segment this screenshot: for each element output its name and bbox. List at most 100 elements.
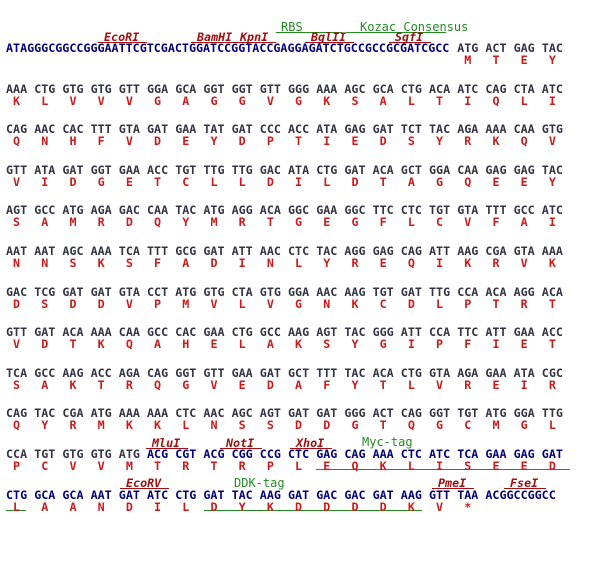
site-rule xyxy=(432,488,475,489)
site-rule xyxy=(504,488,547,489)
codon: GAT xyxy=(34,325,56,340)
amino-acid: T xyxy=(379,377,387,392)
codon: GAT xyxy=(288,487,310,502)
codon: GAG xyxy=(485,162,507,177)
codon: GCA xyxy=(34,487,56,502)
codon: CTC xyxy=(400,447,422,461)
codon: CCA xyxy=(6,447,28,461)
amino-acid: S xyxy=(13,215,21,230)
amino-acid: E xyxy=(520,459,528,473)
amino-acid: R xyxy=(351,256,359,270)
codon: GCC xyxy=(34,365,56,380)
amino-acid: N xyxy=(41,134,49,149)
codon: ACC xyxy=(288,122,310,137)
codon: GTT xyxy=(203,365,225,380)
codon: TCA xyxy=(457,447,479,461)
codon: GAC xyxy=(6,284,28,299)
codon: CTG xyxy=(400,81,422,96)
codon: CTC xyxy=(175,406,197,421)
amino-acid: C xyxy=(379,296,387,311)
amino-acid: D xyxy=(323,418,331,433)
codon: GAG xyxy=(316,447,338,461)
codon: GGC xyxy=(288,203,310,218)
amino-acid: R xyxy=(492,256,500,270)
amino-acid: V xyxy=(436,499,444,514)
codon: GGT xyxy=(231,81,253,96)
amino-acid: D xyxy=(125,215,133,230)
codon: TAC xyxy=(231,487,253,502)
codon: AGG xyxy=(513,284,535,299)
codon: TGT xyxy=(372,284,394,299)
amino-acid: D xyxy=(69,174,77,189)
amino-acid: Y xyxy=(436,134,444,149)
amino-acid: T xyxy=(492,53,500,67)
codon: CTG xyxy=(400,365,422,380)
amino-acid: I xyxy=(548,215,556,230)
amino-acid: G xyxy=(295,296,303,311)
codon: TGT xyxy=(429,203,451,218)
feature-label: Myc-tag xyxy=(362,435,413,449)
codon: CTC xyxy=(288,244,310,258)
codon: AAA xyxy=(118,406,140,421)
amino-acid: S xyxy=(266,418,274,433)
amino-acid: D xyxy=(210,499,218,514)
codon: CCT xyxy=(147,284,169,299)
amino-acid: E xyxy=(323,459,331,473)
amino-acid: R xyxy=(182,459,190,473)
restriction-site: BamHI xyxy=(197,30,233,44)
amino-acid: E xyxy=(182,134,190,149)
codon: GCA xyxy=(175,81,197,96)
amino-acid: L xyxy=(210,174,218,189)
restriction-site: PmeI xyxy=(438,476,467,490)
codon: ATC xyxy=(457,81,479,96)
codon: CGA xyxy=(62,406,84,421)
codon: AGT xyxy=(259,406,281,421)
amino-acid: L xyxy=(436,296,444,311)
codon: GGA xyxy=(147,81,169,96)
amino-acid: V xyxy=(69,459,77,473)
amino-acid: V xyxy=(13,174,21,189)
codon: ATA xyxy=(316,122,338,137)
amino-acid: F xyxy=(154,256,162,270)
codon: TAC xyxy=(541,162,563,177)
amino-acid: L xyxy=(182,418,190,433)
amino-acid: F xyxy=(97,134,105,149)
amino-acid: D xyxy=(407,296,415,311)
codon: GTA xyxy=(457,203,479,218)
codon: CGA xyxy=(485,244,507,258)
amino-acid: A xyxy=(182,93,190,108)
codon: AGT xyxy=(6,203,28,218)
restriction-site: SgfI xyxy=(395,30,424,44)
amino-acid: L xyxy=(41,93,49,108)
codon: CAG xyxy=(400,406,422,421)
feature-label: Kozac Consensus xyxy=(360,20,469,34)
codon: GTT xyxy=(6,162,28,177)
codon: GAG xyxy=(372,244,394,258)
codon: AAC xyxy=(316,284,338,299)
codon: AGA xyxy=(90,203,112,218)
amino-acid: I xyxy=(323,134,331,149)
amino-acid: V xyxy=(125,296,133,311)
amino-acid: M xyxy=(492,418,500,433)
amino-acid: A xyxy=(41,499,49,514)
amino-acid: G xyxy=(351,418,359,433)
amino-acid: V xyxy=(464,215,472,230)
amino-acid: E xyxy=(492,174,500,189)
amino-acid: A xyxy=(41,215,49,230)
amino-acid: M xyxy=(125,459,133,473)
feature-label: RBS xyxy=(281,20,303,34)
amino-acid: Y xyxy=(351,337,359,352)
amino-acid: P xyxy=(266,134,274,149)
amino-acid: L xyxy=(182,499,190,514)
amino-acid: S xyxy=(238,418,246,433)
amino-acid: V xyxy=(210,296,218,311)
codon: GAC xyxy=(259,162,281,177)
codon: GAT xyxy=(372,122,394,137)
codon: CCC xyxy=(259,122,281,137)
codon: TTC xyxy=(372,203,394,218)
amino-acid: D xyxy=(154,134,162,149)
site-rule xyxy=(220,448,263,449)
codon: AAC xyxy=(34,122,56,137)
amino-acid: K xyxy=(323,93,331,108)
codon: ATG xyxy=(175,284,197,299)
